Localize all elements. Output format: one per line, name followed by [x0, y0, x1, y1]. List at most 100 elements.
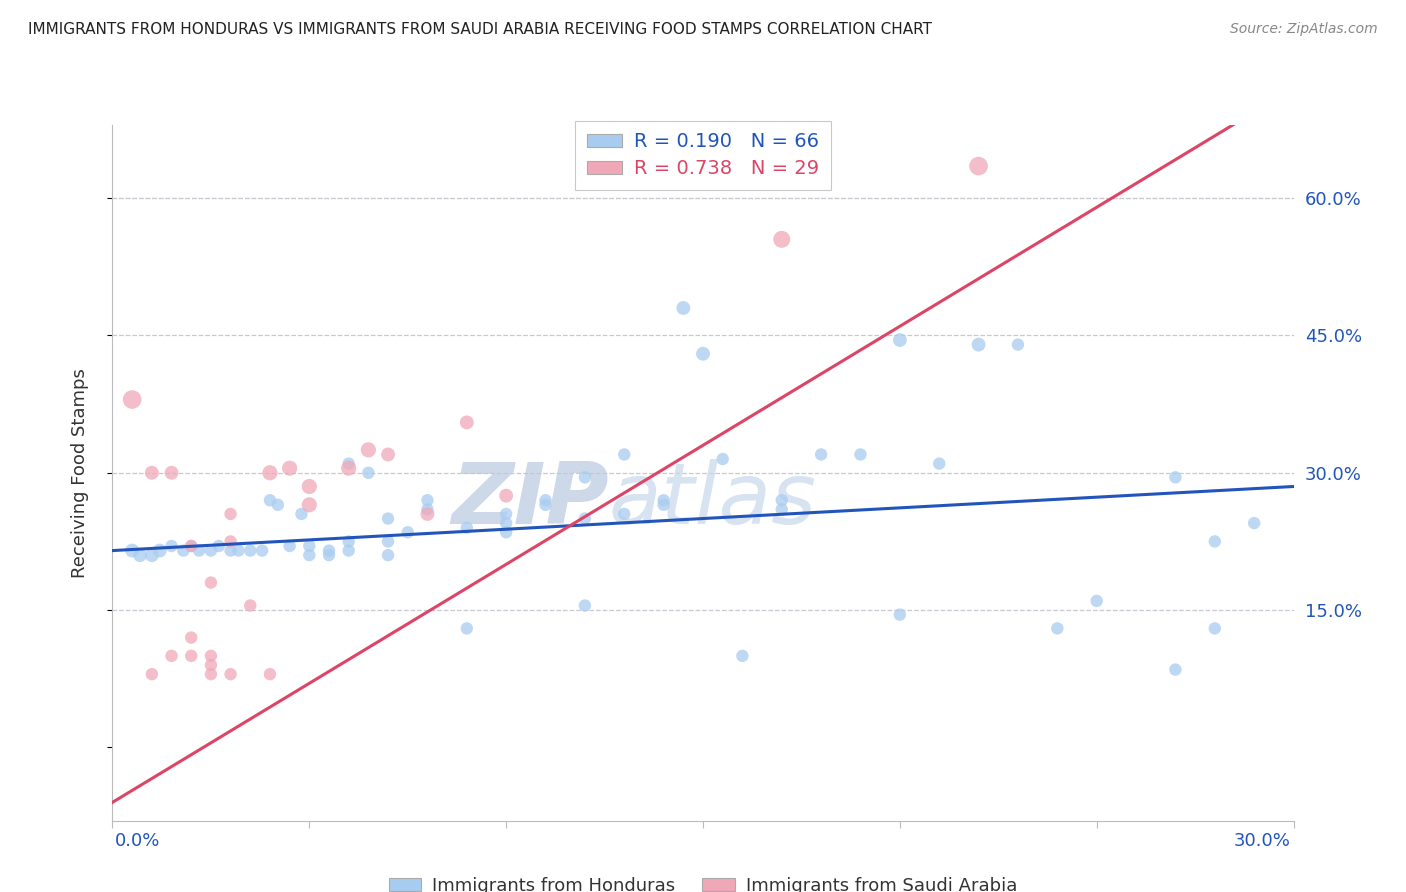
Point: [180, 539, 202, 553]
Text: IMMIGRANTS FROM HONDURAS VS IMMIGRANTS FROM SAUDI ARABIA RECEIVING FOOD STAMPS C: IMMIGRANTS FROM HONDURAS VS IMMIGRANTS F…: [28, 22, 932, 37]
Point: [141, 466, 163, 480]
Point: [416, 493, 439, 508]
Point: [396, 525, 419, 540]
Point: [298, 548, 321, 562]
Point: [160, 648, 183, 663]
Point: [1204, 534, 1226, 549]
Point: [652, 498, 675, 512]
Point: [239, 543, 262, 558]
Text: atlas: atlas: [609, 459, 817, 542]
Point: [219, 507, 242, 521]
Point: [377, 548, 399, 562]
Point: [1164, 663, 1187, 677]
Point: [889, 607, 911, 622]
Point: [259, 493, 281, 508]
Point: [200, 648, 222, 663]
Point: [180, 648, 202, 663]
Point: [534, 493, 557, 508]
Point: [770, 493, 793, 508]
Point: [416, 507, 439, 521]
Point: [188, 543, 211, 558]
Point: [337, 534, 360, 549]
Point: [574, 511, 596, 525]
Point: [278, 461, 301, 475]
Point: [1243, 516, 1265, 530]
Point: [318, 543, 340, 558]
Point: [228, 543, 250, 558]
Point: [290, 507, 312, 521]
Point: [337, 457, 360, 471]
Point: [200, 658, 222, 673]
Point: [456, 416, 478, 430]
Y-axis label: Receiving Food Stamps: Receiving Food Stamps: [70, 368, 89, 578]
Point: [770, 502, 793, 516]
Point: [672, 301, 695, 315]
Point: [711, 452, 734, 467]
Point: [613, 447, 636, 461]
Point: [456, 621, 478, 635]
Point: [180, 631, 202, 645]
Point: [377, 447, 399, 461]
Point: [259, 667, 281, 681]
Text: 0.0%: 0.0%: [115, 831, 160, 849]
Point: [377, 534, 399, 549]
Point: [200, 543, 222, 558]
Point: [298, 539, 321, 553]
Point: [495, 525, 517, 540]
Point: [889, 333, 911, 347]
Point: [1085, 594, 1108, 608]
Point: [129, 548, 152, 562]
Point: [731, 648, 754, 663]
Legend: Immigrants from Honduras, Immigrants from Saudi Arabia: Immigrants from Honduras, Immigrants fro…: [381, 870, 1025, 892]
Point: [377, 511, 399, 525]
Point: [357, 466, 380, 480]
Point: [495, 507, 517, 521]
Point: [1046, 621, 1069, 635]
Point: [200, 667, 222, 681]
Point: [928, 457, 950, 471]
Point: [357, 442, 380, 457]
Point: [121, 392, 143, 407]
Point: [267, 498, 290, 512]
Point: [250, 543, 273, 558]
Point: [160, 466, 183, 480]
Text: ZIP: ZIP: [451, 459, 609, 542]
Point: [416, 502, 439, 516]
Point: [967, 159, 990, 173]
Point: [149, 543, 172, 558]
Text: Source: ZipAtlas.com: Source: ZipAtlas.com: [1230, 22, 1378, 37]
Point: [770, 232, 793, 246]
Point: [849, 447, 872, 461]
Point: [141, 667, 163, 681]
Text: 30.0%: 30.0%: [1234, 831, 1291, 849]
Point: [534, 498, 557, 512]
Point: [967, 337, 990, 351]
Point: [692, 347, 714, 361]
Point: [121, 543, 143, 558]
Point: [160, 539, 183, 553]
Point: [574, 470, 596, 484]
Point: [219, 543, 242, 558]
Point: [239, 599, 262, 613]
Point: [259, 466, 281, 480]
Point: [495, 516, 517, 530]
Point: [278, 539, 301, 553]
Point: [1007, 337, 1029, 351]
Point: [456, 521, 478, 535]
Point: [652, 493, 675, 508]
Point: [298, 479, 321, 493]
Point: [574, 599, 596, 613]
Point: [1164, 470, 1187, 484]
Point: [298, 498, 321, 512]
Point: [337, 543, 360, 558]
Point: [613, 507, 636, 521]
Point: [318, 548, 340, 562]
Point: [141, 548, 163, 562]
Point: [200, 575, 222, 590]
Point: [337, 461, 360, 475]
Point: [495, 489, 517, 503]
Point: [208, 539, 231, 553]
Point: [180, 539, 202, 553]
Point: [219, 534, 242, 549]
Point: [172, 543, 194, 558]
